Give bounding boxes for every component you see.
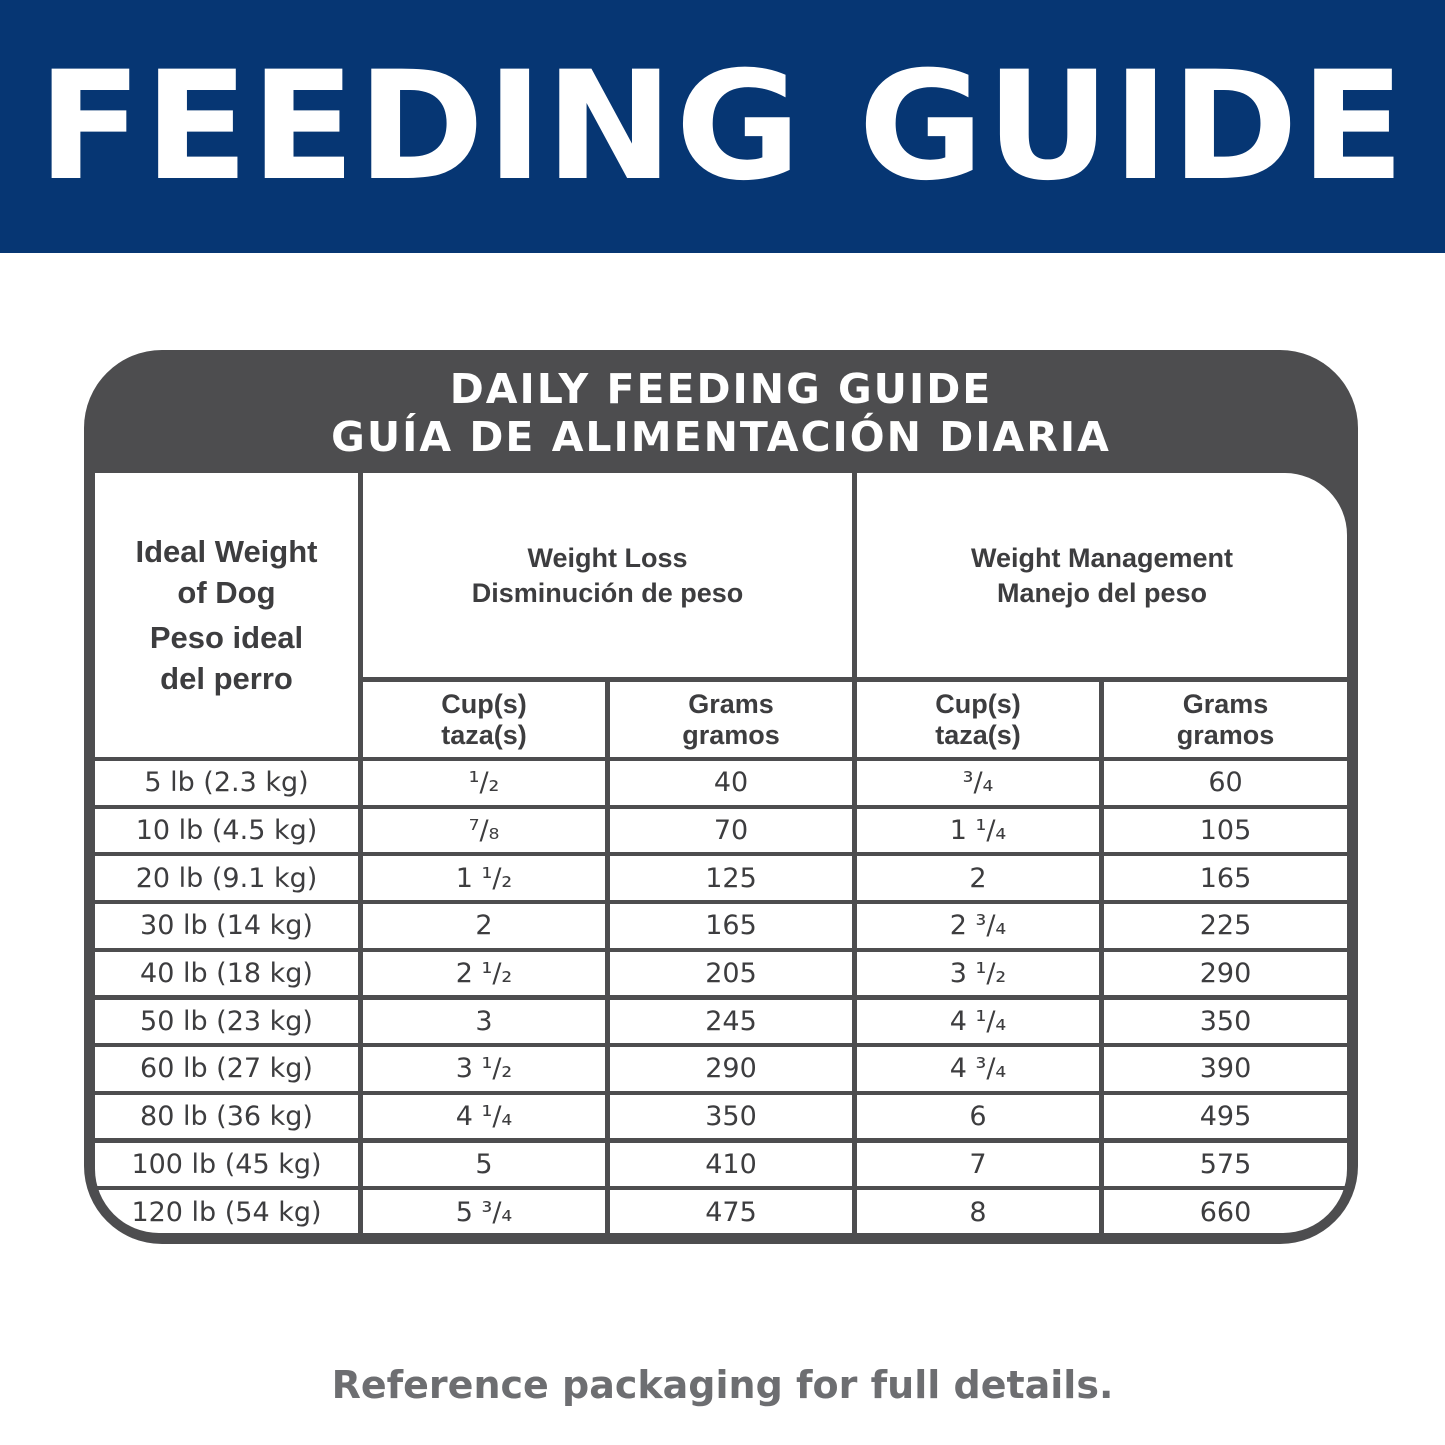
cell-loss-grams: 165 bbox=[610, 904, 852, 948]
cell-loss-grams: 290 bbox=[610, 1047, 852, 1091]
subheader-cups-en: Cup(s) bbox=[441, 688, 527, 719]
cell-weight: 5 lb (2.3 kg) bbox=[95, 761, 358, 805]
cell-mgmt-cups: 8 bbox=[857, 1190, 1099, 1233]
subheader-mgmt-cups: Cup(s) taza(s) bbox=[857, 682, 1099, 757]
cell-loss-grams: 125 bbox=[610, 856, 852, 900]
cell-weight: 120 lb (54 kg) bbox=[95, 1190, 358, 1233]
cell-weight: 60 lb (27 kg) bbox=[95, 1047, 358, 1091]
cell-loss-grams: 40 bbox=[610, 761, 852, 805]
cell-loss-grams: 70 bbox=[610, 808, 852, 853]
header-weight-management-es: Manejo del peso bbox=[996, 578, 1208, 608]
subheader-grams-es: gramos bbox=[682, 719, 780, 750]
cell-mgmt-cups: ³/₄ bbox=[857, 761, 1099, 805]
cell-weight: 80 lb (36 kg) bbox=[95, 1094, 358, 1139]
cell-loss-grams: 245 bbox=[610, 999, 852, 1043]
page-title: FEEDING GUIDE bbox=[37, 39, 1408, 214]
header-weight-management-en: Weight Management bbox=[970, 543, 1234, 573]
cell-mgmt-cups: 7 bbox=[857, 1142, 1099, 1187]
cell-loss-cups: 5 bbox=[363, 1142, 605, 1187]
card-title: DAILY FEEDING GUIDE GUÍA DE ALIMENTACIÓN… bbox=[84, 365, 1358, 461]
card-title-spanish: GUÍA DE ALIMENTACIÓN DIARIA bbox=[331, 413, 1111, 461]
cell-mgmt-grams: 660 bbox=[1104, 1190, 1347, 1233]
footer-note: Reference packaging for full details. bbox=[331, 1363, 1114, 1407]
cell-loss-grams: 205 bbox=[610, 951, 852, 996]
header-weight-loss-en: Weight Loss bbox=[527, 543, 688, 573]
subheader-cups-es: taza(s) bbox=[935, 719, 1021, 750]
cell-mgmt-cups: 1 ¹/₄ bbox=[857, 808, 1099, 853]
cell-loss-grams: 350 bbox=[610, 1094, 852, 1139]
header-banner: FEEDING GUIDE bbox=[0, 0, 1445, 253]
subheader-grams-es: gramos bbox=[1176, 719, 1275, 750]
cell-weight: 40 lb (18 kg) bbox=[95, 951, 358, 996]
cell-weight: 50 lb (23 kg) bbox=[95, 999, 358, 1043]
header-weight-management: Weight Management Manejo del peso bbox=[857, 473, 1347, 677]
cell-loss-cups: 3 ¹/₂ bbox=[363, 1047, 605, 1091]
header-ideal-weight: Ideal Weight of Dog Peso ideal del perro bbox=[95, 473, 358, 757]
cell-mgmt-cups: 2 ³/₄ bbox=[857, 904, 1099, 948]
cell-mgmt-grams: 495 bbox=[1104, 1094, 1347, 1139]
cell-mgmt-cups: 6 bbox=[857, 1094, 1099, 1139]
subheader-loss-cups: Cup(s) taza(s) bbox=[363, 682, 605, 757]
cell-mgmt-cups: 4 ¹/₄ bbox=[857, 999, 1099, 1043]
feeding-table: Ideal Weight of Dog Peso ideal del perro… bbox=[95, 473, 1347, 1233]
subheader-mgmt-grams: Grams gramos bbox=[1104, 682, 1347, 757]
header-weight-loss-es: Disminución de peso bbox=[471, 578, 744, 608]
cell-mgmt-grams: 575 bbox=[1104, 1142, 1347, 1187]
header-weight-line2: of Dog bbox=[177, 575, 276, 610]
cell-weight: 100 lb (45 kg) bbox=[95, 1142, 358, 1187]
cell-mgmt-grams: 350 bbox=[1104, 999, 1347, 1043]
header-weight-line3: Peso ideal bbox=[149, 620, 304, 655]
cell-weight: 20 lb (9.1 kg) bbox=[95, 856, 358, 900]
subheader-grams-en: Grams bbox=[1182, 688, 1269, 719]
feeding-guide-card: DAILY FEEDING GUIDE GUÍA DE ALIMENTACIÓN… bbox=[84, 350, 1358, 1244]
subheader-grams-en: Grams bbox=[688, 688, 774, 719]
cell-loss-grams: 410 bbox=[610, 1142, 852, 1187]
cell-mgmt-grams: 105 bbox=[1104, 808, 1347, 853]
cell-weight: 10 lb (4.5 kg) bbox=[95, 808, 358, 853]
cell-loss-cups: ⁷/₈ bbox=[363, 808, 605, 853]
cell-loss-cups: 3 bbox=[363, 999, 605, 1043]
cell-mgmt-grams: 290 bbox=[1104, 951, 1347, 996]
cell-loss-cups: ¹/₂ bbox=[363, 761, 605, 805]
subheader-loss-grams: Grams gramos bbox=[610, 682, 852, 757]
subheader-cups-en: Cup(s) bbox=[935, 688, 1021, 719]
header-weight-loss: Weight Loss Disminución de peso bbox=[363, 473, 852, 677]
cell-loss-grams: 475 bbox=[610, 1190, 852, 1233]
cell-loss-cups: 5 ³/₄ bbox=[363, 1190, 605, 1233]
subheader-cups-es: taza(s) bbox=[441, 719, 527, 750]
header-weight-line1: Ideal Weight bbox=[135, 534, 318, 569]
cell-loss-cups: 2 bbox=[363, 904, 605, 948]
cell-mgmt-grams: 60 bbox=[1104, 761, 1347, 805]
cell-mgmt-cups: 3 ¹/₂ bbox=[857, 951, 1099, 996]
header-weight-line4: del perro bbox=[160, 661, 293, 696]
cell-mgmt-cups: 4 ³/₄ bbox=[857, 1047, 1099, 1091]
cell-mgmt-grams: 390 bbox=[1104, 1047, 1347, 1091]
cell-mgmt-grams: 225 bbox=[1104, 904, 1347, 948]
cell-weight: 30 lb (14 kg) bbox=[95, 904, 358, 948]
cell-loss-cups: 2 ¹/₂ bbox=[363, 951, 605, 996]
cell-mgmt-cups: 2 bbox=[857, 856, 1099, 900]
card-title-english: DAILY FEEDING GUIDE bbox=[449, 365, 993, 413]
cell-loss-cups: 4 ¹/₄ bbox=[363, 1094, 605, 1139]
cell-mgmt-grams: 165 bbox=[1104, 856, 1347, 900]
cell-loss-cups: 1 ¹/₂ bbox=[363, 856, 605, 900]
